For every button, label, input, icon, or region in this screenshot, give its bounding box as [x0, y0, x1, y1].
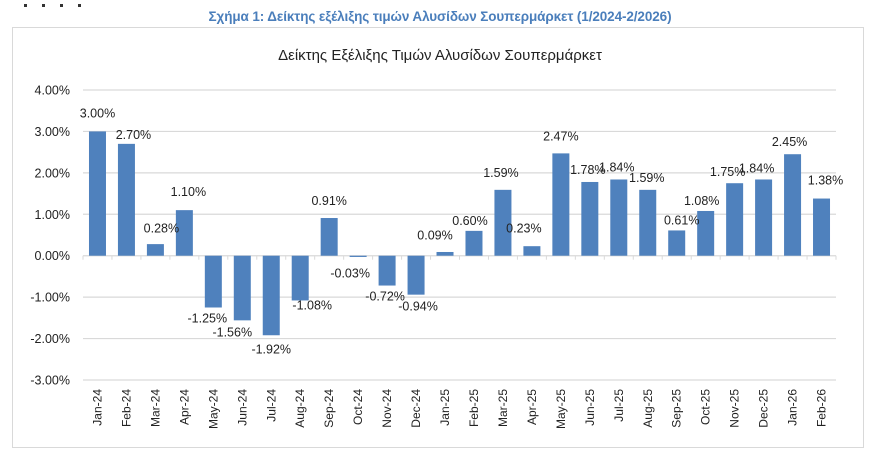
bar-Feb-25: [465, 230, 483, 256]
x-tick-label: Jan-25: [438, 389, 452, 426]
bar-Sep-24: [320, 218, 338, 256]
data-label: -1.25%: [188, 312, 228, 326]
x-tick-label: Mar-24: [148, 389, 162, 427]
x-axis-line: [82, 255, 837, 260]
data-label: -1.08%: [292, 298, 332, 312]
bar-Mar-24: [146, 244, 164, 256]
x-tick-label: Oct-25: [699, 389, 713, 425]
x-tick-label: Sep-25: [670, 389, 684, 428]
x-tick-label: Nov-24: [380, 389, 394, 428]
data-label: -1.56%: [212, 325, 252, 339]
y-tick-label: 3.00%: [35, 125, 70, 139]
x-tick-label: Aug-24: [293, 389, 307, 428]
bar-Mar-25: [494, 189, 512, 256]
page-fragment-marks: [24, 4, 84, 8]
y-tick-label: -3.00%: [30, 374, 70, 388]
bar-Apr-24: [175, 210, 193, 256]
x-tick-label: Aug-25: [641, 389, 655, 428]
data-label: 2.47%: [543, 129, 578, 143]
bar-Apr-25: [523, 246, 541, 256]
data-label: 1.78%: [570, 163, 605, 177]
x-tick-label: Feb-26: [815, 389, 829, 427]
bar-Feb-24: [117, 143, 135, 256]
x-tick-label: Jan-24: [90, 389, 104, 426]
y-tick-label: 1.00%: [35, 208, 70, 222]
x-tick-label: Jun-25: [583, 389, 597, 426]
bar-Jun-24: [233, 255, 251, 321]
data-label: 0.60%: [452, 214, 487, 228]
bar-Aug-25: [639, 189, 657, 256]
x-tick-label: Jan-26: [786, 389, 800, 426]
data-label: 1.38%: [808, 174, 843, 188]
data-label: 0.23%: [506, 222, 541, 236]
x-tick-label: Jul-24: [264, 389, 278, 422]
data-label: 0.28%: [144, 222, 179, 236]
chart-title: Δείκτης Εξέλιξης Τιμών Αλυσίδων Σουπερμά…: [278, 47, 602, 64]
x-tick-label: Jun-24: [235, 389, 249, 426]
bar-Oct-25: [697, 210, 715, 256]
bar-Sep-25: [668, 230, 686, 256]
data-label: 1.10%: [171, 185, 206, 199]
bar-Nov-25: [726, 183, 744, 256]
y-tick-label: -2.00%: [30, 332, 70, 346]
x-tick-label: Feb-24: [119, 389, 133, 427]
bar-May-24: [204, 255, 222, 308]
bar-Jan-26: [784, 154, 802, 256]
data-label: 1.59%: [483, 166, 518, 180]
data-labels: 3.00%2.70% 0.28% 1.10% -1.25%-1.56% -1.92% -1…: [80, 106, 843, 356]
bar-Feb-26: [813, 198, 831, 256]
data-label: -1.92%: [251, 342, 291, 356]
chart-frame: [12, 27, 864, 448]
bar-Jan-25: [436, 251, 454, 256]
data-label: -0.03%: [330, 267, 370, 281]
data-label: 2.70%: [116, 128, 151, 142]
bar-Aug-24: [291, 255, 309, 301]
x-tick-label: Apr-25: [525, 389, 539, 425]
y-tick-label: 2.00%: [35, 166, 70, 180]
x-tick-label: May-25: [554, 389, 568, 429]
data-label: 3.00%: [80, 106, 115, 120]
figure-caption: Σχήμα 1: Δείκτης εξέλιξης τιμών Αλυσίδων…: [208, 9, 672, 24]
data-label: -0.72%: [365, 290, 405, 304]
data-label: 1.59%: [629, 171, 664, 185]
bar-Jul-24: [262, 255, 280, 336]
x-tick-label: Nov-25: [728, 389, 742, 428]
data-label: 1.75%: [710, 165, 745, 179]
bar-Oct-24: [349, 255, 367, 257]
x-tick-label: Jul-25: [612, 389, 626, 422]
x-tick-label: Sep-24: [322, 389, 336, 428]
x-tick-label: Mar-25: [496, 389, 510, 427]
bar-Dec-25: [755, 179, 773, 256]
bar-Jul-25: [610, 179, 628, 256]
y-tick-label: 0.00%: [35, 249, 70, 263]
x-tick-label: Apr-24: [177, 389, 191, 425]
data-label: 1.84%: [739, 161, 774, 175]
y-tick-label: 4.00%: [35, 84, 70, 98]
data-label: 2.45%: [772, 135, 807, 149]
data-label: 0.09%: [417, 229, 452, 243]
y-tick-label: -1.00%: [30, 291, 70, 305]
x-tick-label: Dec-24: [409, 389, 423, 428]
bar-Nov-24: [378, 255, 396, 286]
bars: [88, 131, 831, 336]
x-tick-label: Dec-25: [757, 389, 771, 428]
data-label: 0.61%: [664, 213, 699, 227]
data-label: -0.94%: [398, 300, 438, 314]
gridlines: [83, 89, 836, 381]
bar-Jun-25: [581, 181, 599, 256]
category-labels: Jan-24 Feb-24 Mar-24 Apr-24 May-24 Jun-24 Jul-…: [90, 389, 828, 429]
data-label: 1.08%: [684, 194, 719, 208]
bar-Jan-24: [88, 131, 106, 256]
x-tick-label: May-24: [206, 389, 220, 429]
bar-Dec-24: [407, 255, 425, 295]
bar-May-25: [552, 153, 570, 256]
x-tick-label: Oct-24: [351, 389, 365, 425]
data-label: 1.84%: [599, 160, 634, 174]
y-axis-labels: 4.00% 3.00% 2.00% 1.00% 0.00% -1.00% -2.00% -3.…: [30, 84, 70, 388]
x-tick-label: Feb-25: [467, 389, 481, 427]
data-label: 0.91%: [311, 194, 346, 208]
